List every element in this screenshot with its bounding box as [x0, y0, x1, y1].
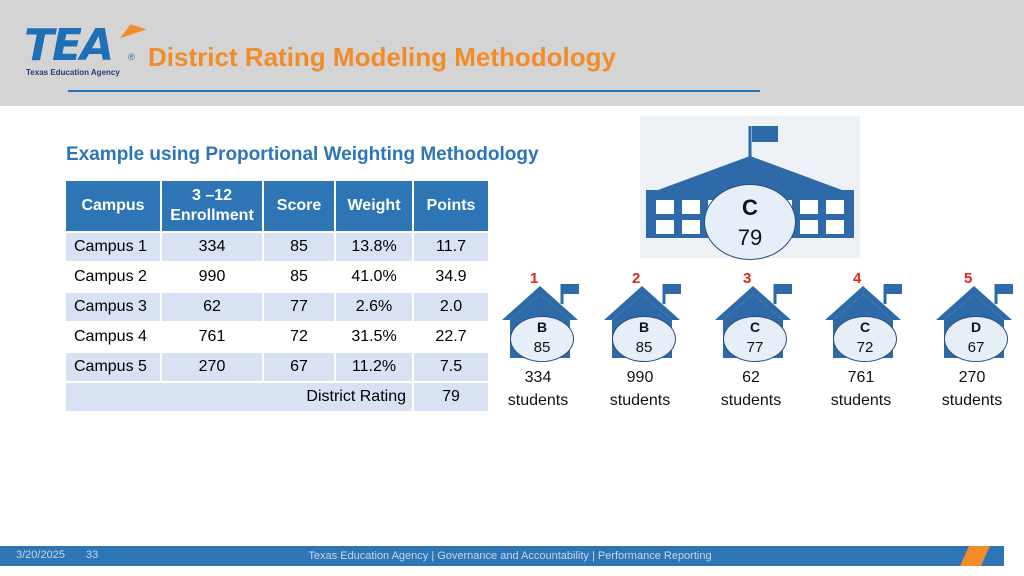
students-label: students: [507, 392, 569, 409]
footer-page-number: 33: [86, 549, 99, 561]
header-enrollment: 3 –12 Enrollment: [162, 181, 262, 231]
campus-rating-badge: D 67: [944, 316, 1008, 362]
students-label: students: [609, 392, 671, 409]
campus-number: 4: [853, 270, 862, 287]
campus-house: 2 B 85 990 students: [584, 270, 694, 410]
cell-campus: Campus 3: [66, 293, 160, 321]
header-weight: Weight: [336, 181, 412, 231]
campus-score: 72: [856, 339, 874, 356]
campus-house: 4 C 72 761 students: [805, 270, 915, 410]
cell-campus: Campus 4: [66, 323, 160, 351]
student-count: 990: [626, 369, 654, 386]
student-count: 62: [742, 369, 760, 386]
students-label: students: [941, 392, 1003, 409]
cell-points: 11.7: [414, 233, 488, 261]
cell-weight: 13.8%: [336, 233, 412, 261]
student-count: 761: [847, 369, 875, 386]
weighting-table: Campus 3 –12 Enrollment Score Weight Poi…: [64, 179, 490, 413]
cell-weight: 11.2%: [336, 353, 412, 381]
campus-grade: B: [638, 319, 650, 335]
footer-bar: 3/20/2025 33 Texas Education Agency | Go…: [0, 546, 1004, 566]
district-score: 79: [737, 225, 763, 250]
campus-grade: C: [749, 319, 761, 335]
campus-students: 334 students: [482, 366, 594, 412]
header-band: TEA ® Texas Education Agency District Ra…: [0, 0, 1024, 106]
cell-campus: Campus 1: [66, 233, 160, 261]
students-label: students: [830, 392, 892, 409]
cell-weight: 31.5%: [336, 323, 412, 351]
cell-enrollment: 761: [162, 323, 262, 351]
campus-number: 3: [743, 270, 752, 287]
cell-enrollment: 62: [162, 293, 262, 321]
header-points: Points: [414, 181, 488, 231]
example-subtitle: Example using Proportional Weighting Met…: [66, 144, 539, 165]
logo-registered-mark: ®: [128, 52, 135, 62]
table-row: Campus 1 334 85 13.8% 11.7: [66, 233, 488, 261]
students-label: students: [720, 392, 782, 409]
logo-text: TEA: [24, 20, 114, 71]
slide-title: District Rating Modeling Methodology: [148, 42, 616, 72]
campus-students: 990 students: [584, 366, 696, 412]
table-row: Campus 4 761 72 31.5% 22.7: [66, 323, 488, 351]
footer-text: Texas Education Agency | Governance and …: [308, 550, 712, 562]
campus-house: 3 C 77 62 students: [695, 270, 805, 410]
campus-houses: 1 B 85 334 students 2 B 85 990: [480, 270, 1020, 420]
logo-subtitle: Texas Education Agency: [26, 68, 120, 77]
footer-date: 3/20/2025: [16, 549, 65, 561]
cell-points: 34.9: [414, 263, 488, 291]
graduation-cap-icon: [117, 19, 147, 39]
table-header-row: Campus 3 –12 Enrollment Score Weight Poi…: [66, 181, 488, 231]
campus-score: 77: [746, 339, 764, 356]
student-count: 270: [958, 369, 986, 386]
cell-score: 72: [264, 323, 334, 351]
table-row: Campus 2 990 85 41.0% 34.9: [66, 263, 488, 291]
district-rating-label: District Rating: [66, 383, 412, 411]
campus-score: 85: [533, 339, 551, 356]
footer-accent: [960, 546, 990, 566]
tea-logo: TEA ® Texas Education Agency: [24, 19, 147, 84]
cell-score: 77: [264, 293, 334, 321]
cell-weight: 41.0%: [336, 263, 412, 291]
title-divider: [68, 90, 760, 92]
cell-campus: Campus 5: [66, 353, 160, 381]
district-rating-value: 79: [414, 383, 488, 411]
cell-weight: 2.6%: [336, 293, 412, 321]
header-score: Score: [264, 181, 334, 231]
campus-rating-badge: B 85: [612, 316, 676, 362]
campus-students: 761 students: [805, 366, 917, 412]
campus-grade: B: [536, 319, 548, 335]
cell-enrollment: 990: [162, 263, 262, 291]
cell-score: 85: [264, 263, 334, 291]
header-campus: Campus: [66, 181, 160, 231]
campus-house: 1 B 85 334 students: [482, 270, 592, 410]
cell-enrollment: 334: [162, 233, 262, 261]
campus-grade: D: [970, 319, 982, 335]
cell-points: 22.7: [414, 323, 488, 351]
campus-rating-badge: B 85: [510, 316, 574, 362]
campus-number: 1: [530, 270, 539, 287]
district-grade: C: [742, 195, 758, 220]
cell-points: 7.5: [414, 353, 488, 381]
campus-grade: C: [859, 319, 871, 335]
campus-students: 62 students: [695, 366, 807, 412]
campus-number: 2: [632, 270, 641, 287]
table-row: Campus 3 62 77 2.6% 2.0: [66, 293, 488, 321]
campus-score: 85: [635, 339, 653, 356]
cell-enrollment: 270: [162, 353, 262, 381]
campus-score: 67: [967, 339, 985, 356]
cell-score: 85: [264, 233, 334, 261]
table-row: Campus 5 270 67 11.2% 7.5: [66, 353, 488, 381]
campus-rating-badge: C 77: [723, 316, 787, 362]
district-rating-badge: C 79: [704, 184, 796, 260]
campus-students: 270 students: [916, 366, 1024, 412]
student-count: 334: [524, 369, 552, 386]
cell-score: 67: [264, 353, 334, 381]
campus-rating-badge: C 72: [833, 316, 897, 362]
cell-points: 2.0: [414, 293, 488, 321]
table-total-row: District Rating 79: [66, 383, 488, 411]
campus-number: 5: [964, 270, 973, 287]
campus-house: 5 D 67 270 students: [916, 270, 1024, 410]
cell-campus: Campus 2: [66, 263, 160, 291]
